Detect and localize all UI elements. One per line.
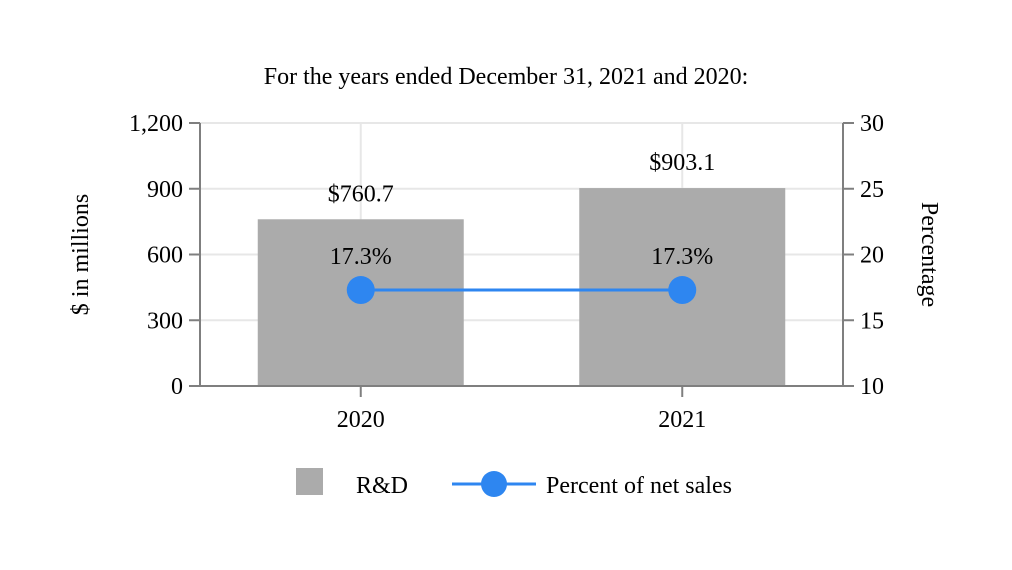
legend: R&D Percent of net sales bbox=[296, 468, 732, 499]
bar-value-label-2020: $760.7 bbox=[328, 181, 394, 207]
left-axis-tick-label-600: 600 bbox=[147, 243, 183, 269]
left-axis-tick-label-1200: 1,200 bbox=[129, 111, 183, 137]
axes: 0 300 600 900 1,200 10 15 20 25 30 2020 2021 bbox=[129, 111, 884, 433]
legend-dot-icon bbox=[481, 471, 507, 497]
legend-rd-label: R&D bbox=[356, 473, 408, 499]
right-axis-tick-label-25: 25 bbox=[860, 177, 884, 203]
left-axis-tick-label-0: 0 bbox=[171, 374, 183, 400]
left-axis-tick-label-300: 300 bbox=[147, 308, 183, 334]
right-axis-tick-label-30: 30 bbox=[860, 111, 884, 137]
bar-value-label-2021: $903.1 bbox=[649, 150, 715, 176]
left-axis-title: $ in millions bbox=[68, 194, 94, 315]
legend-bar-swatch-icon bbox=[296, 468, 323, 495]
x-axis-label-2020: 2020 bbox=[337, 407, 385, 433]
left-axis-tick-label-900: 900 bbox=[147, 177, 183, 203]
line-series-percent-of-net-sales: 17.3% 17.3% bbox=[330, 244, 713, 305]
point-marker-2021 bbox=[668, 276, 697, 305]
right-axis-tick-label-20: 20 bbox=[860, 243, 884, 269]
x-axis-label-2021: 2021 bbox=[658, 407, 706, 433]
point-marker-2020 bbox=[346, 276, 375, 305]
right-axis-tick-label-10: 10 bbox=[860, 374, 884, 400]
right-axis-tick-label-15: 15 bbox=[860, 308, 884, 334]
legend-percent-label: Percent of net sales bbox=[546, 473, 732, 499]
point-label-2020: 17.3% bbox=[330, 244, 392, 270]
right-axis-title: Percentage bbox=[916, 202, 942, 307]
point-label-2021: 17.3% bbox=[651, 244, 713, 270]
chart-title: For the years ended December 31, 2021 an… bbox=[264, 64, 749, 90]
